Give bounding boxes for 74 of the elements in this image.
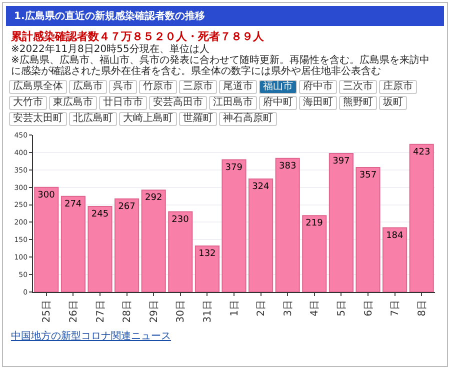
data-label: 379: [225, 162, 243, 173]
bar: [114, 198, 140, 292]
text: 庄原市: [379, 80, 417, 94]
x-tick-label: 26日: [68, 300, 80, 323]
x-tick-label: 31日: [202, 300, 214, 323]
data-label: 423: [413, 147, 430, 158]
text: 竹原市: [139, 80, 177, 94]
data-label: 397: [332, 156, 350, 166]
bar: [275, 158, 300, 292]
text: 海田町: [299, 96, 337, 110]
x-tick-label: 28日: [122, 300, 134, 323]
text: 広島市: [69, 80, 107, 94]
x-tick-label: 30日: [176, 300, 187, 323]
text: 大崎上島町: [119, 112, 177, 126]
text: 廿日市市: [99, 96, 147, 110]
data-label: 184: [386, 230, 404, 241]
data-label: 324: [252, 182, 270, 192]
text: 広島県全体: [9, 80, 67, 94]
x-tick-label: 5日: [336, 300, 348, 316]
text: 福山市: [259, 80, 297, 94]
text: 中国地方の新型コロナ関連ニュース: [11, 330, 172, 343]
bar: [409, 144, 434, 292]
data-label: 300: [38, 190, 56, 200]
data-label: 383: [279, 161, 296, 172]
bar: [356, 166, 380, 292]
bar: [141, 190, 166, 292]
bar: [194, 245, 220, 292]
bar: [34, 186, 59, 292]
text: 東広島市: [49, 96, 97, 110]
x-tick-label: 6日: [363, 300, 374, 316]
x-tick-label: 27日: [95, 300, 106, 323]
x-tick-label: 2日: [256, 300, 268, 316]
text: 大竹市: [9, 96, 47, 110]
data-label: 274: [64, 199, 82, 210]
data-label: 292: [145, 193, 162, 204]
text: 三次市: [339, 80, 377, 94]
x-tick-label: 8日: [416, 300, 428, 316]
text: 江田島市: [209, 96, 257, 110]
x-tick-label: 29日: [148, 300, 160, 323]
data-label: 132: [198, 248, 216, 259]
data-label: 245: [91, 210, 109, 220]
text: ※2022年11月8日20時55分現在、単位は人: [11, 44, 210, 55]
text: 尾道市: [219, 80, 257, 94]
text: 北広島町: [69, 112, 117, 126]
bar: [382, 227, 408, 292]
x-tick-label: 3日: [282, 300, 294, 316]
data-label: 230: [172, 214, 190, 225]
x-tick-label: 7日: [390, 300, 402, 316]
text: 三原市: [179, 80, 217, 94]
bar: [302, 215, 327, 292]
data-label: 219: [306, 218, 324, 229]
data-label: 267: [118, 202, 136, 212]
text: 神石高原町: [219, 112, 277, 126]
text: 世羅町: [179, 112, 217, 126]
chart-subtitle: 累計感染確認者数４７万８５２０人・死者７８９人: [11, 29, 265, 44]
x-tick-label: 25日: [42, 300, 53, 323]
text: 熊野町: [339, 96, 377, 110]
data-label: 357: [359, 170, 377, 180]
bar: [248, 178, 274, 292]
text: 府中町: [259, 96, 297, 110]
text: 安芸高田市: [149, 96, 207, 110]
bar: [328, 152, 354, 292]
chart-title: 1.広島県の直近の新規感染確認者数の推移: [6, 6, 444, 26]
text: ※広島県、広島市、福山市、呉市の発表に合わせて随時更新。再陽性を含む。広島県を来訪中に感染が確認された県外在住者を含む。県全体の数字には県外や居住地非公表含む: [11, 55, 430, 77]
text: 安芸太田町: [9, 112, 67, 126]
bar: [222, 159, 246, 292]
text: 府中市: [299, 80, 337, 94]
text: 呉市: [109, 80, 137, 94]
x-tick-label: 4日: [310, 300, 321, 316]
bar: [168, 211, 193, 292]
bar: [60, 196, 86, 292]
text: 坂町: [379, 96, 407, 110]
bar: [88, 206, 112, 292]
x-tick-label: 1日: [229, 300, 240, 316]
